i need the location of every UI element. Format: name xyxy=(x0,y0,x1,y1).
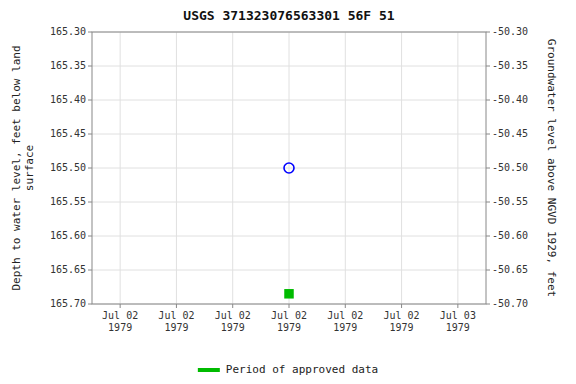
grid-line xyxy=(401,32,402,304)
tick xyxy=(486,66,490,67)
tick-label: -50.40 xyxy=(492,94,528,105)
tick xyxy=(176,304,177,308)
tick xyxy=(486,168,490,169)
tick xyxy=(88,32,92,33)
legend-swatch xyxy=(198,368,220,372)
tick xyxy=(345,304,346,308)
tick-label: -50.65 xyxy=(492,264,528,275)
text-line: Depth to water level, feet below land xyxy=(10,45,23,290)
tick xyxy=(486,236,490,237)
grid-line xyxy=(345,32,346,304)
tick xyxy=(289,304,290,308)
tick xyxy=(401,304,402,308)
tick xyxy=(232,304,233,308)
tick xyxy=(486,32,490,33)
tick-label: 165.55 xyxy=(50,196,86,207)
tick-label: -50.50 xyxy=(492,162,528,173)
text-line: Jul 03 xyxy=(440,310,476,321)
tick-label: 165.40 xyxy=(50,94,86,105)
tick-label: -50.60 xyxy=(492,230,528,241)
tick-label: Jul 021979 xyxy=(327,310,363,333)
marks xyxy=(284,163,294,298)
text-line: Jul 02 xyxy=(271,310,307,321)
tick-label: Jul 021979 xyxy=(215,310,251,333)
tick xyxy=(88,168,92,169)
tick xyxy=(88,134,92,135)
text-line: 1979 xyxy=(390,322,414,333)
tick xyxy=(88,236,92,237)
tick-label: 165.60 xyxy=(50,230,86,241)
text-line: 1979 xyxy=(277,322,301,333)
text-line: Jul 02 xyxy=(102,310,138,321)
background xyxy=(0,0,576,384)
text-line: 1979 xyxy=(221,322,245,333)
tick xyxy=(486,134,490,135)
text-line: 1979 xyxy=(333,322,357,333)
text-line: 1979 xyxy=(108,322,132,333)
tick-label: 165.50 xyxy=(50,162,86,173)
x-axis: Jul 021979Jul 021979Jul 021979Jul 021979… xyxy=(102,304,476,333)
text-line: Jul 02 xyxy=(215,310,251,321)
tick xyxy=(486,100,490,101)
tick xyxy=(88,202,92,203)
tick xyxy=(486,270,490,271)
tick xyxy=(88,66,92,67)
chart: 165.30 165.35 165.40 165.45 165.50 165.55 165.… xyxy=(0,0,576,384)
text-line: Jul 02 xyxy=(158,310,194,321)
tick-label: 165.45 xyxy=(50,128,86,139)
tick-label: -50.35 xyxy=(492,60,528,71)
tick-label: -50.55 xyxy=(492,196,528,207)
y-axis-label: Depth to water level, feet below landsur… xyxy=(10,45,36,290)
text-line: 1979 xyxy=(164,322,188,333)
legend: Period of approved data xyxy=(198,363,378,376)
tick xyxy=(486,304,490,305)
tick-label: Jul 021979 xyxy=(384,310,420,333)
grid-line xyxy=(176,32,177,304)
tick-label: -50.70 xyxy=(492,298,528,309)
tick-label: Jul 021979 xyxy=(102,310,138,333)
grid-line xyxy=(232,32,233,304)
y-axis: 165.30 165.35 165.40 165.45 165.50 165.55 165.… xyxy=(50,26,92,309)
text-line: 1979 xyxy=(446,322,470,333)
point xyxy=(284,163,294,173)
tick xyxy=(120,304,121,308)
text-line: Jul 02 xyxy=(384,310,420,321)
point xyxy=(285,290,293,298)
legend-label: Period of approved data xyxy=(226,363,378,376)
tick-label: Jul 021979 xyxy=(158,310,194,333)
tick-label: 165.65 xyxy=(50,264,86,275)
tick xyxy=(486,202,490,203)
grid-line xyxy=(457,32,458,304)
tick xyxy=(88,100,92,101)
title: USGS 371323076563301 56F 51 xyxy=(183,8,394,23)
tick xyxy=(88,270,92,271)
tick xyxy=(88,304,92,305)
tick-label: -50.45 xyxy=(492,128,528,139)
text-line: Jul 02 xyxy=(327,310,363,321)
tick-label: 165.70 xyxy=(50,298,86,309)
tick xyxy=(457,304,458,308)
y2-axis-label: Groundwater level above NGVD 1929, feet xyxy=(545,39,558,297)
text-line: surface xyxy=(23,145,36,191)
tick-label: Jul 031979 xyxy=(440,310,476,333)
grid-line xyxy=(289,32,290,304)
tick-label: Jul 021979 xyxy=(271,310,307,333)
grid-line xyxy=(120,32,121,304)
tick-label: 165.35 xyxy=(50,60,86,71)
tick-label: 165.30 xyxy=(50,26,86,37)
grid xyxy=(92,32,486,304)
tick-label: -50.30 xyxy=(492,26,528,37)
plot-frame xyxy=(92,32,486,304)
y2-axis: -50.30 -50.35 -50.40 -50.45 -50.50 -50.55 -50.… xyxy=(486,26,528,309)
